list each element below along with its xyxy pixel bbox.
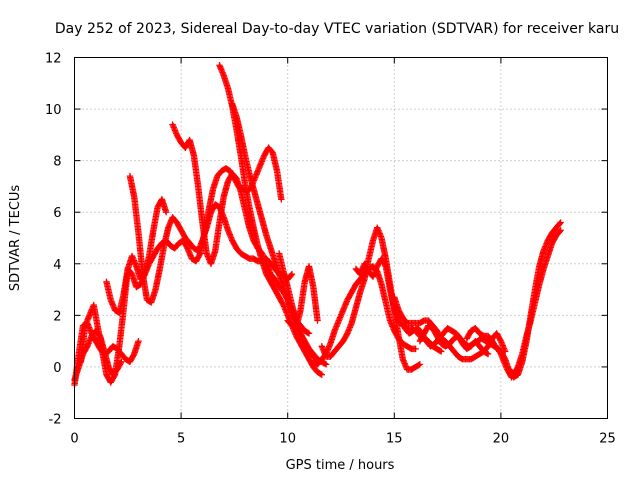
data-point-fill [111, 372, 118, 380]
data-point [484, 350, 492, 358]
x-tick-label: 10 [279, 432, 296, 447]
y-tick-label: 4 [53, 258, 61, 273]
plot-frame [74, 57, 608, 419]
y-tick-label: 2 [53, 309, 61, 324]
y-tick-label: -2 [49, 413, 62, 428]
data-point [162, 209, 170, 216]
data-point [557, 219, 564, 226]
x-tick-label: 15 [386, 432, 403, 447]
chart-title: Day 252 of 2023, Sidereal Day-to-day VTE… [55, 21, 619, 37]
series-track-13 [352, 255, 445, 355]
data-points [71, 62, 564, 389]
data-point [557, 227, 564, 234]
data-point-fill [287, 271, 295, 279]
data-point-fill [556, 220, 563, 227]
y-tick-labels: -2 0 2 4 6 8 10 12 [45, 52, 62, 428]
y-tick-label: 6 [53, 206, 61, 221]
series-track-16 [416, 322, 509, 355]
series-track-10 [284, 263, 321, 332]
data-point [412, 345, 419, 353]
y-tick-label: 8 [53, 155, 61, 170]
x-tick-labels: 0 5 10 15 20 25 [70, 432, 615, 447]
y-axis-label: SDTVAR / TECUs [8, 185, 23, 292]
data-point [305, 330, 313, 337]
series-track-18 [506, 227, 564, 378]
y-tick-label: 12 [45, 52, 62, 67]
data-point [278, 196, 285, 203]
data-point-fill [381, 261, 389, 269]
data-point [318, 371, 326, 378]
x-tick-label: 5 [177, 432, 185, 447]
x-axis-label: GPS time / hours [286, 458, 395, 473]
data-point [416, 361, 424, 368]
x-tick-label: 0 [70, 432, 78, 447]
data-point [314, 317, 321, 324]
series-track-14 [391, 294, 492, 363]
data-point [322, 361, 330, 368]
x-tick-label: 20 [493, 432, 510, 447]
data-point [288, 270, 296, 278]
y-tick-label: 10 [45, 103, 62, 118]
x-tick-label: 25 [599, 432, 616, 447]
y-tick-label: 0 [53, 361, 61, 376]
data-point-fill [556, 228, 563, 235]
data-point [135, 337, 142, 345]
data-point [438, 348, 445, 355]
